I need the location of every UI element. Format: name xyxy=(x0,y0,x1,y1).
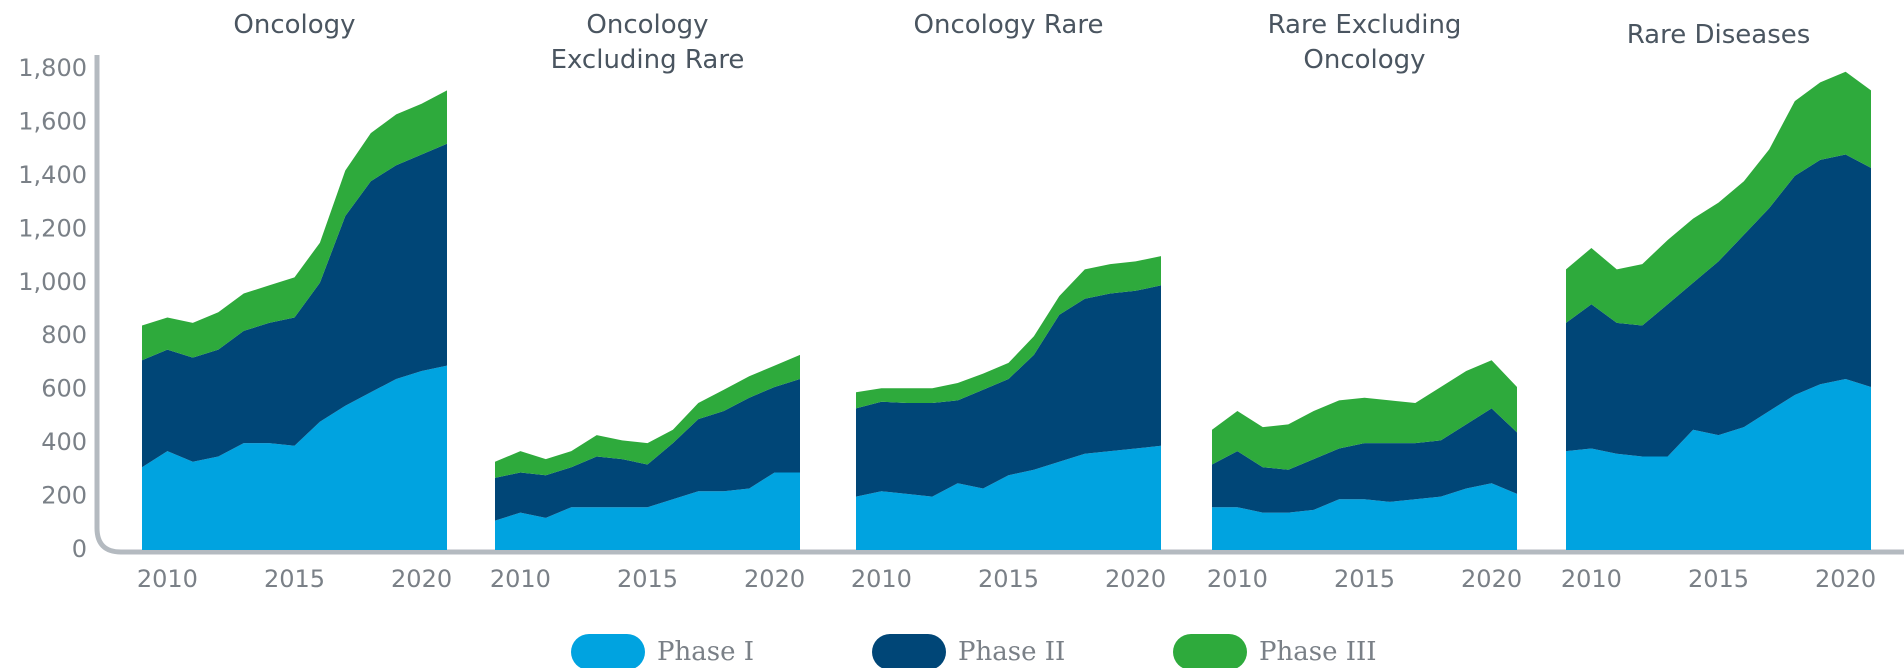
area-layer xyxy=(1566,71,1871,326)
area-layer xyxy=(495,379,800,521)
area-layer xyxy=(856,256,1161,409)
panel-title: Oncology Rare xyxy=(913,10,1104,40)
x-tick-label: 2020 xyxy=(1461,565,1522,593)
y-tick-label: 1,800 xyxy=(18,54,87,82)
x-tick-label: 2010 xyxy=(1207,565,1268,593)
y-tick-label: 1,600 xyxy=(18,107,87,135)
legend-swatch xyxy=(1173,634,1247,668)
area-layer xyxy=(856,285,1161,497)
x-tick-label: 2010 xyxy=(851,565,912,593)
y-tick-label: 600 xyxy=(41,375,87,403)
area-layer xyxy=(1212,483,1517,550)
area-layer xyxy=(495,472,800,550)
y-tick-label: 800 xyxy=(41,321,87,349)
panel-title: Oncology xyxy=(233,10,356,40)
x-tick-label: 2010 xyxy=(490,565,551,593)
area-layer xyxy=(1566,154,1871,457)
legend-label: Phase II xyxy=(958,637,1065,667)
legend-label: Phase I xyxy=(657,637,754,667)
y-tick-label: 400 xyxy=(41,428,87,456)
panel-title: Oncology Excluding Rare xyxy=(550,10,745,75)
x-tick-label: 2015 xyxy=(1334,565,1395,593)
area-layer xyxy=(495,354,800,478)
legend-swatch xyxy=(571,634,645,668)
x-tick-label: 2020 xyxy=(744,565,805,593)
y-tick-label: 200 xyxy=(41,482,87,510)
axis-frame xyxy=(94,55,1904,555)
area-layer xyxy=(142,143,447,468)
area-layer xyxy=(142,365,447,550)
area-layer xyxy=(1212,408,1517,513)
legend-swatch xyxy=(872,634,946,668)
area-layer xyxy=(1566,379,1871,550)
y-tick-label: 1,000 xyxy=(18,268,87,296)
x-tick-label: 2015 xyxy=(1688,565,1749,593)
x-tick-label: 2015 xyxy=(617,565,678,593)
area-layer xyxy=(856,445,1161,550)
y-tick-label: 1,400 xyxy=(18,161,87,189)
y-tick-label: 0 xyxy=(72,535,87,563)
x-tick-label: 2015 xyxy=(264,565,325,593)
x-tick-label: 2020 xyxy=(1105,565,1166,593)
area-layer xyxy=(142,90,447,361)
y-tick-label: 1,200 xyxy=(18,214,87,242)
x-tick-label: 2015 xyxy=(978,565,1039,593)
x-tick-label: 2010 xyxy=(1561,565,1622,593)
x-tick-label: 2020 xyxy=(391,565,452,593)
panel-title: Rare Excluding Oncology xyxy=(1267,10,1462,75)
area-layer xyxy=(1212,360,1517,470)
x-tick-label: 2010 xyxy=(137,565,198,593)
x-tick-label: 2020 xyxy=(1815,565,1876,593)
panel-title: Rare Diseases xyxy=(1626,20,1811,50)
legend-label: Phase III xyxy=(1259,637,1377,667)
